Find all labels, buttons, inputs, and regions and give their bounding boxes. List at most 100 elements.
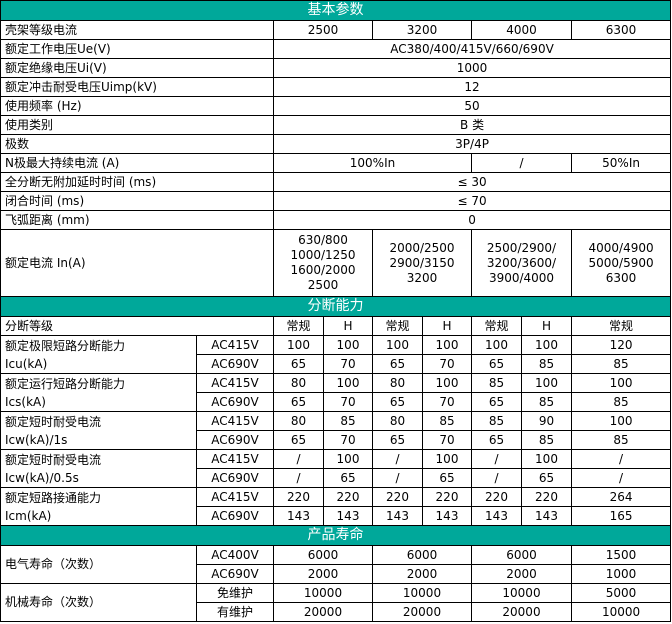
grade-cell: 常规 (372, 316, 423, 336)
value-cell: 70 (323, 354, 373, 374)
value-cell: 80 (273, 373, 324, 393)
row-label: 使用频率 (Hz) (0, 96, 274, 116)
value-cell: / (471, 153, 572, 173)
value-cell: 70 (422, 392, 472, 412)
voltage-cell: AC690V (196, 354, 274, 374)
table-row: 额定短时耐受电流 Icw(kA)/0.5s AC415V/100/100/100/ (0, 449, 672, 488)
value-cell: 100 (323, 373, 373, 393)
row-label: 额定极限短路分断能力 Icu(kA) (0, 335, 197, 374)
value-cell: 3200 (372, 20, 472, 40)
table-row: 使用类别 B 类 (0, 115, 672, 135)
value-cell: 65 (372, 392, 423, 412)
value-cell: ≤ 30 (272, 172, 672, 192)
value-cell: 100 (422, 373, 472, 393)
value-cell: 10000 (570, 602, 672, 622)
section-title: 基本参数 (0, 0, 672, 21)
value-cell: 100 (570, 373, 672, 393)
value-cell: 65 (471, 430, 522, 450)
value-cell: 2000/2500 2900/3150 3200 (372, 229, 472, 297)
value-cell: 20000 (372, 602, 472, 622)
grade-cell: 常规 (273, 316, 324, 336)
value-cell: 80 (372, 373, 423, 393)
label-line: Icm(kA) (5, 508, 52, 523)
label-line: 额定短路接通能力 (5, 490, 102, 505)
row-label: 额定短时耐受电流 Icw(kA)/0.5s (0, 449, 197, 488)
label-line: 额定极限短路分断能力 (5, 338, 126, 353)
section-basic-params: 基本参数 (0, 0, 672, 21)
voltage-cell: AC415V (196, 335, 274, 355)
value-cell: 100 (323, 449, 373, 469)
row-label: 额定运行短路分断能力 Ics(kA) (0, 373, 197, 412)
value-cell: 2500/2900/ 3200/3600/ 3900/4000 (471, 229, 572, 297)
row-label: 闭合时间 (ms) (0, 191, 274, 211)
section-product-life: 产品寿命 (0, 525, 672, 546)
value-cell: 65 (471, 354, 522, 374)
voltage-cell: AC690V (196, 468, 274, 488)
value-cell: 65 (372, 354, 423, 374)
value-cell: 70 (422, 354, 472, 374)
table-row: 额定短时耐受电流 Icw(kA)/1s AC415V 80 85 80 85 85 90 100 (0, 411, 672, 450)
value-cell: 85 (570, 392, 672, 412)
row-label: 额定电流 In(A) (0, 229, 274, 297)
table-row: AC690V 65 70 65 70 65 85 85 (1, 354, 672, 374)
value-cell: 143 (372, 506, 423, 526)
value-cell: 1500 (570, 545, 672, 565)
value-cell: AC380/400/415V/660/690V (272, 39, 672, 59)
value-cell: 100 (570, 411, 672, 431)
value-cell: 50%In (570, 153, 672, 173)
value-cell: 20000 (273, 602, 373, 622)
value-cell: / (372, 468, 423, 488)
value-cell: 85 (570, 430, 672, 450)
value-cell: 2000 (273, 564, 373, 584)
grade-cell: 常规 (471, 316, 522, 336)
table-row: 极数 3P/4P (0, 134, 672, 154)
section-title: 产品寿命 (0, 525, 672, 546)
row-label: 使用类别 (0, 115, 274, 135)
value-cell: 220 (273, 487, 324, 507)
value-cell: 6000 (372, 545, 472, 565)
value-cell: / (372, 449, 423, 469)
grade-cell: 常规 (570, 316, 672, 336)
value-cell: 100 (471, 335, 522, 355)
table-row: N极最大持续电流 (A) 100%In/50%In (0, 153, 672, 173)
table-row: 额定绝缘电压Ui(V) 1000 (0, 58, 672, 78)
value-cell: 100 (273, 335, 324, 355)
value-cell: 100 (323, 335, 373, 355)
table-row: 闭合时间 (ms) ≤ 70 (0, 191, 672, 211)
label-line: Ics(kA) (5, 394, 46, 409)
grade-cell: H (422, 316, 472, 336)
table-row: AC690V 65 70 65 70 65 85 85 (1, 430, 672, 450)
table-row: 有维护 20000 20000 20000 10000 (1, 602, 672, 622)
value-cell: 20000 (471, 602, 572, 622)
table-row: 电气寿命（次数） AC400V 6000 6000 6000 1500 (0, 545, 672, 584)
label-line: 额定短时耐受电流 (5, 414, 102, 429)
value-cell: / (273, 449, 324, 469)
value-cell: 100 (521, 335, 572, 355)
value-cell: 85 (471, 373, 522, 393)
row-label: 全分断无附加延时时间 (ms) (0, 172, 274, 192)
value-cell: 65 (521, 468, 572, 488)
value-cell: 12 (272, 77, 672, 97)
value-cell: 100 (521, 373, 572, 393)
value-cell: 65 (372, 430, 423, 450)
value-cell: 85 (521, 354, 572, 374)
value-cell: 65 (471, 392, 522, 412)
condition-cell: AC400V (196, 545, 274, 565)
value-cell: 220 (323, 487, 373, 507)
voltage-cell: AC415V (196, 373, 274, 393)
voltage-cell: AC415V (196, 449, 274, 469)
value-cell: 2000 (471, 564, 572, 584)
label-line: 额定短时耐受电流 (5, 452, 102, 467)
value-cell: 80 (273, 411, 324, 431)
value-cell: 85 (521, 430, 572, 450)
value-cell: 70 (323, 430, 373, 450)
row-label: N极最大持续电流 (A) (0, 153, 274, 173)
value-cell: 65 (422, 468, 472, 488)
value-cell: 143 (521, 506, 572, 526)
condition-cell: AC690V (196, 564, 274, 584)
table-row: 壳架等级电流 2500 3200 4000 6300 (0, 20, 672, 40)
value-cell: 100 (521, 449, 572, 469)
value-cell: 120 (570, 335, 672, 355)
value-cell: 85 (323, 411, 373, 431)
table-row: 额定运行短路分断能力 Ics(kA) AC415V 80 100 80 100 85 100 10… (0, 373, 672, 412)
